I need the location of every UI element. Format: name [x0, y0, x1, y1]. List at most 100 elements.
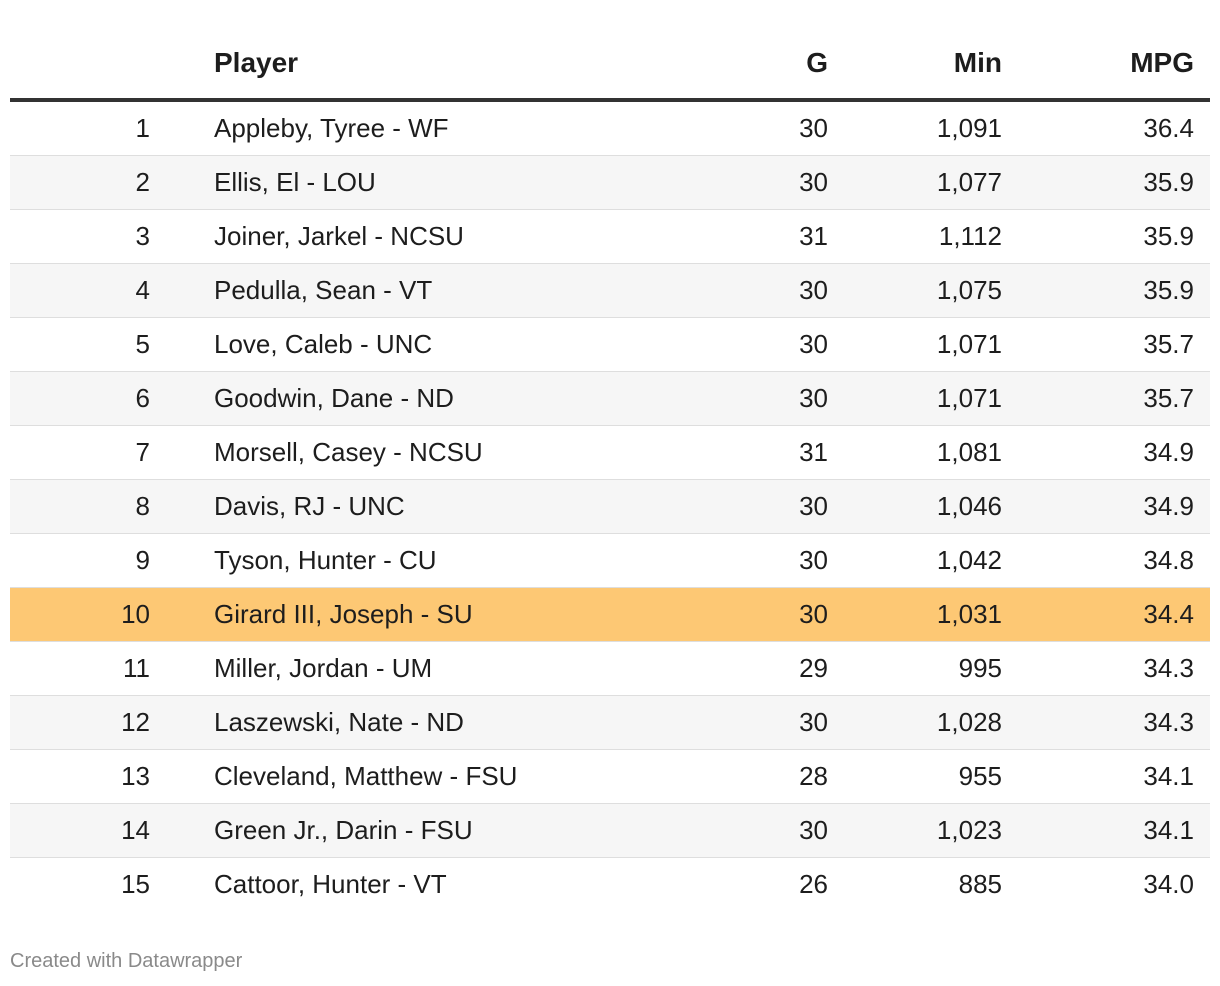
- minutes-per-game-table: Player G Min MPG 1 Appleby, Tyree - WF 30 1…: [10, 28, 1210, 911]
- cell-rank: 5: [10, 317, 160, 372]
- cell-games: 30: [620, 317, 828, 372]
- header-mpg[interactable]: MPG: [1016, 28, 1210, 102]
- cell-minutes: 1,112: [828, 209, 1016, 264]
- cell-games: 29: [620, 641, 828, 696]
- table-row: 2 Ellis, El - LOU 30 1,077 35.9: [10, 155, 1210, 210]
- cell-mpg: 35.7: [1016, 371, 1210, 426]
- cell-mpg: 34.8: [1016, 533, 1210, 588]
- table-row: 5 Love, Caleb - UNC 30 1,071 35.7: [10, 317, 1210, 372]
- cell-player: Cattoor, Hunter - VT: [214, 869, 447, 899]
- cell-minutes: 1,042: [828, 533, 1016, 588]
- cell-games: 30: [620, 155, 828, 210]
- cell-games: 30: [620, 100, 828, 156]
- cell-player: Morsell, Casey - NCSU: [160, 425, 620, 480]
- cell-player: Pedulla, Sean - VT: [160, 263, 620, 318]
- stats-table-container: Player G Min MPG 1 Appleby, Tyree - WF 30 1…: [10, 28, 1210, 911]
- cell-rank: 14: [10, 803, 160, 858]
- cell-rank: 10: [10, 587, 160, 642]
- cell-minutes: 1,023: [828, 803, 1016, 858]
- cell-games: 28: [620, 749, 828, 804]
- table-row: 12 Laszewski, Nate - ND 30 1,028 34.3: [10, 695, 1210, 750]
- cell-mpg: 34.0: [1143, 869, 1194, 899]
- cell-mpg: 35.7: [1016, 317, 1210, 372]
- table-row: 1 Appleby, Tyree - WF 30 1,091 36.4: [10, 100, 1210, 156]
- cell-mpg: 34.9: [1016, 479, 1210, 534]
- table-header: Player G Min MPG: [10, 28, 1210, 102]
- table-row: 4 Pedulla, Sean - VT 30 1,075 35.9: [10, 263, 1210, 318]
- cell-minutes: 955: [828, 749, 1016, 804]
- cell-rank: 7: [10, 425, 160, 480]
- cell-mpg: 35.9: [1016, 155, 1210, 210]
- cell-rank: 4: [10, 263, 160, 318]
- cell-rank: 6: [10, 371, 160, 426]
- table-body: 1 Appleby, Tyree - WF 30 1,091 36.4 2 Ellis, E…: [10, 100, 1210, 911]
- cell-minutes: 885: [958, 869, 1002, 899]
- cell-minutes: 1,075: [828, 263, 1016, 318]
- cell-rank: 2: [10, 155, 160, 210]
- cell-games: 31: [620, 425, 828, 480]
- cell-games: 26: [799, 869, 828, 899]
- cell-player: Miller, Jordan - UM: [160, 641, 620, 696]
- cell-player: Laszewski, Nate - ND: [160, 695, 620, 750]
- table-row: 3 Joiner, Jarkel - NCSU 31 1,112 35.9: [10, 209, 1210, 264]
- cell-rank: 8: [10, 479, 160, 534]
- cell-player: Green Jr., Darin - FSU: [160, 803, 620, 858]
- cell-minutes: 1,091: [828, 100, 1016, 156]
- cell-minutes: 1,046: [828, 479, 1016, 534]
- cell-minutes: 1,028: [828, 695, 1016, 750]
- cell-minutes: 1,071: [828, 317, 1016, 372]
- cell-games: 30: [620, 695, 828, 750]
- cell-games: 31: [620, 209, 828, 264]
- cell-games: 30: [620, 587, 828, 642]
- cell-games: 30: [620, 479, 828, 534]
- cell-mpg: 34.1: [1016, 803, 1210, 858]
- cell-mpg: 34.3: [1016, 641, 1210, 696]
- cell-player: Ellis, El - LOU: [160, 155, 620, 210]
- cell-player: Joiner, Jarkel - NCSU: [160, 209, 620, 264]
- table-row: 14 Green Jr., Darin - FSU 30 1,023 34.1: [10, 803, 1210, 858]
- cell-player: Love, Caleb - UNC: [160, 317, 620, 372]
- cell-mpg: 34.4: [1016, 587, 1210, 642]
- cell-mpg: 35.9: [1016, 209, 1210, 264]
- header-player[interactable]: Player: [160, 28, 620, 102]
- header-row: Player G Min MPG: [10, 28, 1210, 102]
- cell-mpg: 34.3: [1016, 695, 1210, 750]
- cell-minutes: 1,077: [828, 155, 1016, 210]
- cell-games: 30: [620, 263, 828, 318]
- cell-rank: 3: [10, 209, 160, 264]
- table-row-highlighted: 10 Girard III, Joseph - SU 30 1,031 34.4: [10, 587, 1210, 642]
- cell-mpg: 35.9: [1016, 263, 1210, 318]
- cell-games: 30: [620, 803, 828, 858]
- cell-player: Tyson, Hunter - CU: [160, 533, 620, 588]
- header-rank[interactable]: [10, 28, 160, 102]
- cell-player: Goodwin, Dane - ND: [160, 371, 620, 426]
- table-row: 6 Goodwin, Dane - ND 30 1,071 35.7: [10, 371, 1210, 426]
- cell-rank: 11: [10, 641, 160, 696]
- cell-rank: 15: [121, 869, 150, 899]
- table-row: 7 Morsell, Casey - NCSU 31 1,081 34.9: [10, 425, 1210, 480]
- cell-rank: 12: [10, 695, 160, 750]
- cell-minutes: 1,031: [828, 587, 1016, 642]
- cell-minutes: 1,071: [828, 371, 1016, 426]
- header-games[interactable]: G: [620, 28, 828, 102]
- cell-rank: 1: [10, 100, 160, 156]
- table-row: 15 Cattoor, Hunter - VT 26 885 34.0: [10, 858, 1210, 912]
- datawrapper-credit[interactable]: Created with Datawrapper: [10, 950, 243, 972]
- table-row: 13 Cleveland, Matthew - FSU 28 955 34.1: [10, 749, 1210, 804]
- cell-minutes: 995: [828, 641, 1016, 696]
- table-row: 11 Miller, Jordan - UM 29 995 34.3: [10, 641, 1210, 696]
- cell-games: 30: [620, 533, 828, 588]
- cell-rank: 13: [10, 749, 160, 804]
- cell-minutes: 1,081: [828, 425, 1016, 480]
- cell-player: Cleveland, Matthew - FSU: [160, 749, 620, 804]
- cell-player: Girard III, Joseph - SU: [160, 587, 620, 642]
- header-minutes[interactable]: Min: [828, 28, 1016, 102]
- cell-rank: 9: [10, 533, 160, 588]
- cell-player: Davis, RJ - UNC: [160, 479, 620, 534]
- cell-mpg: 34.9: [1016, 425, 1210, 480]
- cell-mpg: 36.4: [1016, 100, 1210, 156]
- table-row: 9 Tyson, Hunter - CU 30 1,042 34.8: [10, 533, 1210, 588]
- cell-games: 30: [620, 371, 828, 426]
- cell-player: Appleby, Tyree - WF: [160, 100, 620, 156]
- table-row: 8 Davis, RJ - UNC 30 1,046 34.9: [10, 479, 1210, 534]
